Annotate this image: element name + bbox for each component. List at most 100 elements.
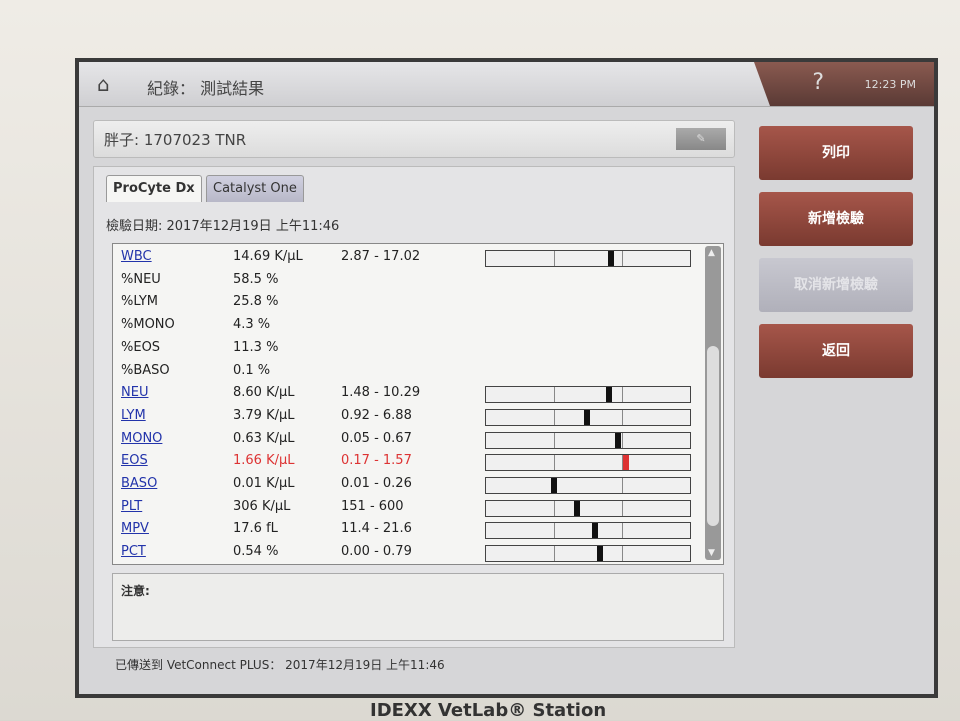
- notes-label: 注意:: [121, 584, 150, 598]
- table-row: BASO 0.01 K/µL 0.01 - 0.26: [113, 473, 703, 495]
- table-row: %MONO 4.3 %: [113, 314, 703, 336]
- edit-icon[interactable]: ✎: [676, 128, 726, 150]
- screen: ⌂ 紀錄： 測試結果 ? 12:23 PM 胖子: 1707023 TNR ✎ …: [75, 58, 938, 698]
- gauge-marker: [551, 478, 557, 493]
- analyte-value: 0.01 K/µL: [233, 476, 295, 491]
- gauge-low-divider: [553, 251, 555, 266]
- gauge-high-divider: [621, 478, 623, 493]
- analyte-value: 17.6 fL: [233, 521, 278, 537]
- analyte-name: %NEU: [121, 271, 161, 287]
- brand-logo: IDEXX VetLab® Station: [370, 700, 607, 721]
- gauge-high-divider: [621, 546, 623, 562]
- gauge-marker: [614, 432, 621, 448]
- gauge-high-divider: [621, 500, 623, 516]
- reference-range: 0.00 - 0.79: [341, 544, 412, 560]
- analyte-name: %MONO: [121, 317, 175, 333]
- analyte-name: %LYM: [121, 294, 159, 310]
- table-row: LYM 3.79 K/µL 0.92 - 6.88: [113, 405, 703, 427]
- gauge-marker: [574, 500, 581, 516]
- analyte-name[interactable]: EOS: [121, 453, 148, 469]
- gauge-marker: [605, 387, 612, 403]
- scroll-down-icon[interactable]: ▼: [708, 548, 715, 558]
- range-gauge: [485, 250, 691, 267]
- tab-catalyst-one[interactable]: Catalyst One: [206, 175, 304, 202]
- table-row: %NEU 58.5 %: [113, 269, 703, 291]
- analyte-value: 1.66 K/µL: [233, 453, 295, 469]
- range-gauge: [485, 408, 691, 426]
- range-gauge: [485, 386, 691, 404]
- gauge-low-divider: [553, 455, 555, 471]
- top-bar: ⌂ 紀錄： 測試結果 ? 12:23 PM: [79, 62, 934, 107]
- scrollbar[interactable]: ▲ ▼: [705, 246, 721, 560]
- table-row: EOS 1.66 K/µL 0.17 - 1.57: [113, 450, 703, 472]
- gauge-low-divider: [553, 500, 555, 516]
- clock: 12:23 PM: [864, 78, 916, 91]
- scroll-up-icon[interactable]: ▲: [708, 248, 715, 258]
- gauge-marker: [592, 523, 599, 539]
- analyte-value: 14.69 K/µL: [233, 249, 303, 264]
- results-panel: ProCyte Dx Catalyst One 檢驗日期: 2017年12月19…: [93, 166, 735, 648]
- gauge-high-divider: [621, 455, 623, 471]
- analyte-name[interactable]: BASO: [121, 476, 158, 491]
- analyte-name: %BASO: [121, 362, 170, 378]
- analyte-value: 0.63 K/µL: [233, 430, 295, 446]
- analyte-value: 25.8 %: [233, 294, 279, 310]
- gauge-marker: [597, 546, 604, 562]
- range-gauge: [485, 522, 691, 540]
- range-gauge: [485, 477, 691, 494]
- table-row: WBC 14.69 K/µL 2.87 - 17.02: [113, 246, 703, 268]
- analyte-value: 306 K/µL: [233, 498, 291, 514]
- table-row: NEU 8.60 K/µL 1.48 - 10.29: [113, 382, 703, 404]
- gauge-marker: [583, 409, 590, 425]
- reference-range: 0.17 - 1.57: [341, 453, 412, 469]
- analyte-name[interactable]: PCT: [121, 544, 146, 560]
- reference-range: 0.01 - 0.26: [341, 476, 412, 491]
- analyte-value: 8.60 K/µL: [233, 385, 295, 401]
- reference-range: 151 - 600: [341, 498, 404, 514]
- home-icon[interactable]: ⌂: [97, 72, 110, 96]
- gauge-low-divider: [553, 432, 555, 448]
- reference-range: 0.92 - 6.88: [341, 407, 412, 423]
- gauge-marker: [607, 251, 614, 266]
- back-button[interactable]: 返回: [759, 324, 913, 378]
- tab-procyte-dx[interactable]: ProCyte Dx: [106, 175, 202, 202]
- reference-range: 0.05 - 0.67: [341, 430, 412, 446]
- gauge-high-divider: [621, 409, 623, 425]
- table-row: %BASO 0.1 %: [113, 360, 703, 382]
- table-row: MONO 0.63 K/µL 0.05 - 0.67: [113, 428, 703, 450]
- table-row: PCT 0.54 % 0.00 - 0.79: [113, 541, 703, 563]
- analyte-name[interactable]: WBC: [121, 249, 152, 264]
- table-row: MPV 17.6 fL 11.4 - 21.6: [113, 518, 703, 540]
- gauge-high-divider: [621, 432, 623, 448]
- help-button[interactable]: ?: [812, 70, 824, 95]
- table-row: %LYM 25.8 %: [113, 291, 703, 313]
- range-gauge: [485, 431, 691, 449]
- gauge-high-divider: [621, 251, 623, 266]
- status-area: [754, 62, 934, 106]
- analyte-name[interactable]: NEU: [121, 385, 149, 401]
- analyte-name: %EOS: [121, 339, 161, 355]
- analyte-value: 3.79 K/µL: [233, 407, 295, 423]
- reference-range: 11.4 - 21.6: [341, 521, 412, 537]
- notes-box[interactable]: 注意:: [112, 573, 724, 641]
- analyte-value: 0.1 %: [233, 362, 271, 378]
- gauge-low-divider: [553, 409, 555, 425]
- range-gauge: [485, 545, 691, 563]
- reference-range: 1.48 - 10.29: [341, 385, 421, 401]
- analyte-value: 11.3 %: [233, 339, 279, 355]
- range-gauge: [485, 499, 691, 517]
- test-date: 檢驗日期: 2017年12月19日 上午11:46: [106, 219, 340, 234]
- print-button[interactable]: 列印: [759, 126, 913, 180]
- table-row: %EOS 11.3 %: [113, 337, 703, 359]
- analyte-name[interactable]: LYM: [121, 407, 146, 423]
- analyte-name[interactable]: MONO: [121, 430, 163, 446]
- analyte-value: 4.3 %: [233, 317, 271, 333]
- table-row: PLT 306 K/µL 151 - 600: [113, 496, 703, 518]
- page-title: 紀錄： 測試結果: [147, 79, 265, 98]
- cancel-new-test-button[interactable]: 取消新增檢驗: [759, 258, 913, 312]
- gauge-low-divider: [553, 387, 555, 403]
- analyte-name[interactable]: PLT: [121, 498, 143, 514]
- new-test-button[interactable]: 新增檢驗: [759, 192, 913, 246]
- scroll-thumb[interactable]: [707, 346, 719, 526]
- analyte-name[interactable]: MPV: [121, 521, 149, 537]
